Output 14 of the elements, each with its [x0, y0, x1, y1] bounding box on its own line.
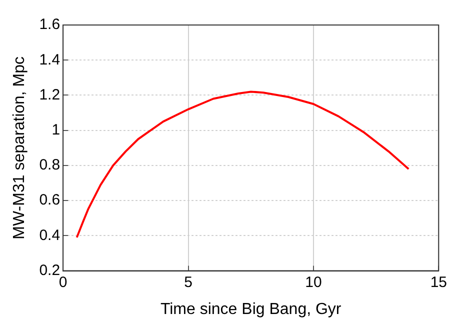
y-tick-label: 0.2	[39, 262, 60, 279]
x-axis-title: Time since Big Bang, Gyr	[160, 300, 342, 318]
y-tick-label: 1.2	[39, 86, 60, 104]
x-tick-label: 15	[430, 274, 447, 291]
x-tick-label: 5	[184, 274, 192, 291]
y-tick-label: 1	[52, 121, 60, 138]
x-tick-label: 10	[305, 274, 322, 291]
y-tick-label: 0.8	[39, 156, 60, 174]
y-tick-label: 1.6	[39, 16, 60, 34]
y-axis-title: MW-M31 separation, Mpc	[11, 56, 28, 240]
y-tick-label: 1.4	[39, 51, 60, 68]
y-tick-label: 0.6	[39, 192, 60, 209]
x-tick-label: 0	[58, 274, 68, 291]
y-tick-label: 0.4	[39, 226, 60, 244]
